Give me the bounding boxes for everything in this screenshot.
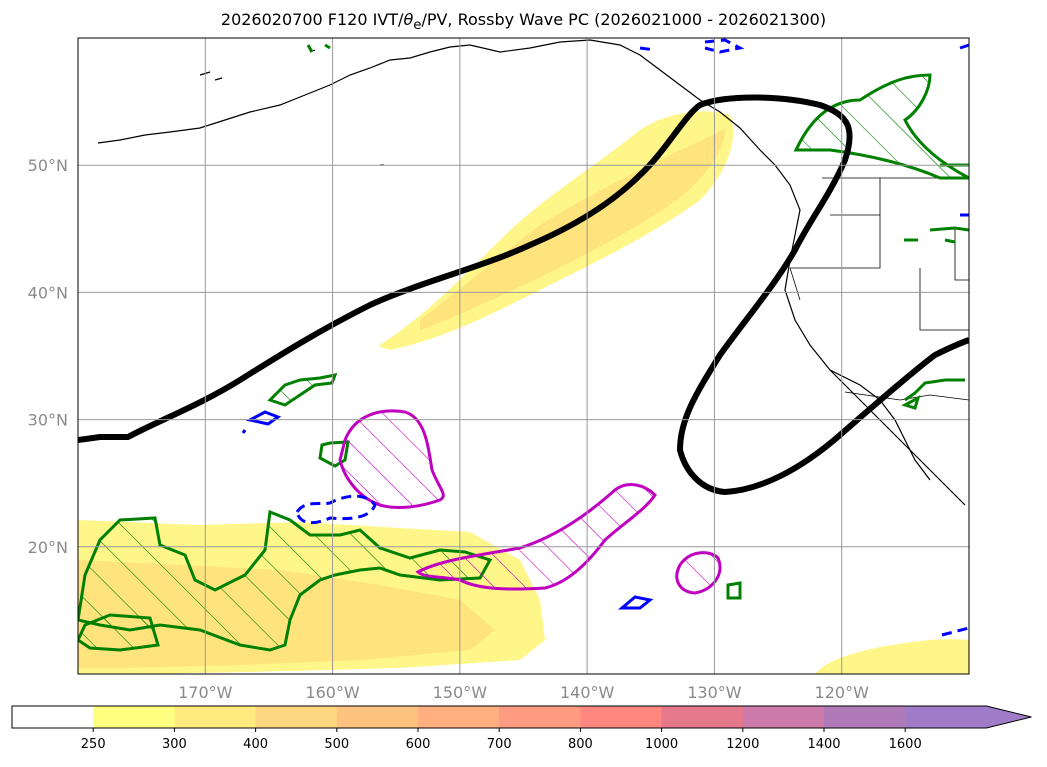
colorbar-tick-label: 1000 xyxy=(645,737,678,752)
lon-tick-label: 130°W xyxy=(687,683,742,702)
map-content xyxy=(78,38,969,674)
graticule xyxy=(78,38,969,674)
colorbar-tick-label: 400 xyxy=(243,737,268,752)
colorbar-segment xyxy=(418,706,500,728)
colorbar-segment xyxy=(905,706,987,728)
colorbar-tick-label: 800 xyxy=(568,737,593,752)
colorbar-tick-label: 700 xyxy=(487,737,512,752)
colorbar-segment xyxy=(580,706,663,728)
coastline xyxy=(97,39,966,506)
chart-title: 2026020700 F120 IVT/θe/PV, Rossby Wave P… xyxy=(220,10,827,34)
theta-e-contours xyxy=(78,43,969,652)
colorbar-segment xyxy=(742,706,825,728)
colorbar-tick-label: 600 xyxy=(406,737,431,752)
colorbar-extend-arrow xyxy=(986,706,1032,728)
axis-labels: 50°N 40°N 30°N 20°N 170°W 160°W 150°W 140°W 130°… xyxy=(28,156,869,702)
colorbar-segment xyxy=(174,706,257,728)
colorbar-segment xyxy=(255,706,338,728)
rossby-wave-contour xyxy=(78,94,969,495)
lon-tick-label: 120°W xyxy=(815,683,870,702)
colorbar-tick-label: 250 xyxy=(81,737,106,752)
colorbar-segment xyxy=(12,706,94,728)
lon-tick-label: 160°W xyxy=(305,683,360,702)
map-frame xyxy=(77,37,970,675)
lon-tick-label: 170°W xyxy=(178,683,233,702)
colorbar-outline xyxy=(11,705,1032,729)
pv-blue-contours xyxy=(241,38,969,637)
lon-tick-label: 140°W xyxy=(560,683,615,702)
lat-tick-label: 40°N xyxy=(28,283,68,302)
colorbar-tick-label: 1600 xyxy=(889,737,922,752)
lon-tick-label: 150°W xyxy=(433,683,488,702)
colorbar-segment xyxy=(661,706,744,728)
colorbar-segment xyxy=(824,706,906,728)
ivt-shading-north-core xyxy=(420,128,725,330)
colorbar-segment xyxy=(499,706,581,728)
lat-tick-label: 30°N xyxy=(28,411,68,430)
colorbar-segment xyxy=(336,706,419,728)
colorbar-segment xyxy=(93,706,175,728)
colorbar-tick-label: 300 xyxy=(162,737,187,752)
colorbar-tick-label: 1400 xyxy=(807,737,840,752)
lat-tick-label: 50°N xyxy=(28,156,68,175)
lat-tick-label: 20°N xyxy=(28,538,68,557)
political-borders xyxy=(789,177,969,401)
colorbar-tick-label: 500 xyxy=(324,737,349,752)
pv-magenta-contours xyxy=(338,409,722,595)
ivt-shading-southeast xyxy=(815,639,969,674)
colorbar-tick-label: 1200 xyxy=(726,737,759,752)
colorbar: 250 300 400 500 600 700 800 1000 1200 1400 1600 xyxy=(11,705,1032,752)
